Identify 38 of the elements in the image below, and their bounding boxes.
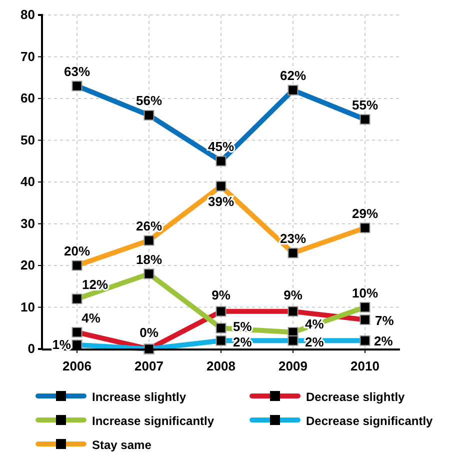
data-label: 9% [212, 287, 231, 302]
data-label: 56% [136, 93, 162, 108]
data-label: 2% [374, 334, 394, 349]
y-tick-label: 80 [20, 7, 35, 22]
data-label: 63% [64, 64, 90, 79]
x-tick-label: 2009 [278, 358, 308, 374]
legend-label: Decrease slightly [306, 390, 406, 404]
x-tick-label: 2006 [62, 358, 92, 374]
y-tick-label: 10 [20, 299, 35, 314]
data-label: 10% [352, 285, 378, 300]
x-tick-label: 2008 [206, 358, 236, 374]
y-tick-label: 60 [20, 90, 35, 106]
data-label: 45% [208, 139, 234, 154]
data-label: 55% [352, 97, 378, 112]
y-tick-label: 0 [28, 341, 35, 356]
data-label: 62% [280, 68, 306, 84]
y-tick-label: 30 [20, 216, 35, 231]
x-tick-label: 2007 [134, 358, 164, 374]
data-label: 18% [136, 252, 162, 267]
data-label: 7% [375, 312, 394, 328]
legend-label: Stay same [92, 438, 152, 452]
data-label: 23% [280, 230, 306, 246]
data-label: 29% [352, 206, 378, 221]
data-label: 20% [64, 244, 90, 258]
data-label: 0% [140, 325, 159, 340]
y-tick-label: 50 [20, 132, 35, 148]
y-tick-label: 20 [20, 258, 35, 273]
y-tick-label: 40 [20, 174, 35, 190]
y-tick-label: 70 [20, 48, 35, 64]
data-label: 26% [136, 218, 162, 234]
legend-label: Increase significantly [92, 414, 214, 428]
data-label: 39% [208, 194, 234, 210]
legend-label: Decrease significantly [306, 414, 434, 428]
x-tick-label: 2010 [350, 358, 380, 374]
data-label: 12% [82, 276, 108, 292]
legend-label: Increase slightly [92, 390, 186, 404]
data-label: 9% [284, 287, 303, 302]
data-label: 4% [82, 310, 101, 326]
